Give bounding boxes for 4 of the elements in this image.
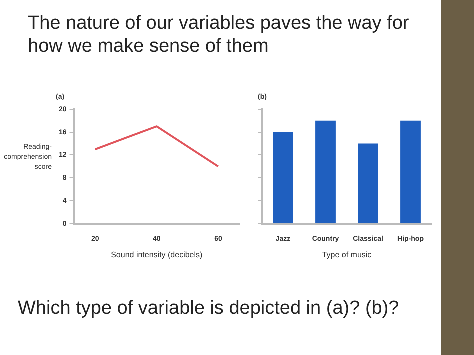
text: The nature of our variables paves the way for how we make sense of them [28, 12, 410, 58]
x-axis-title: Sound intensity (decibels) [111, 250, 204, 260]
text: Which type of variable is depicted in (a)? (b)? [18, 298, 400, 320]
x-axis-title: Type of music [322, 250, 372, 260]
